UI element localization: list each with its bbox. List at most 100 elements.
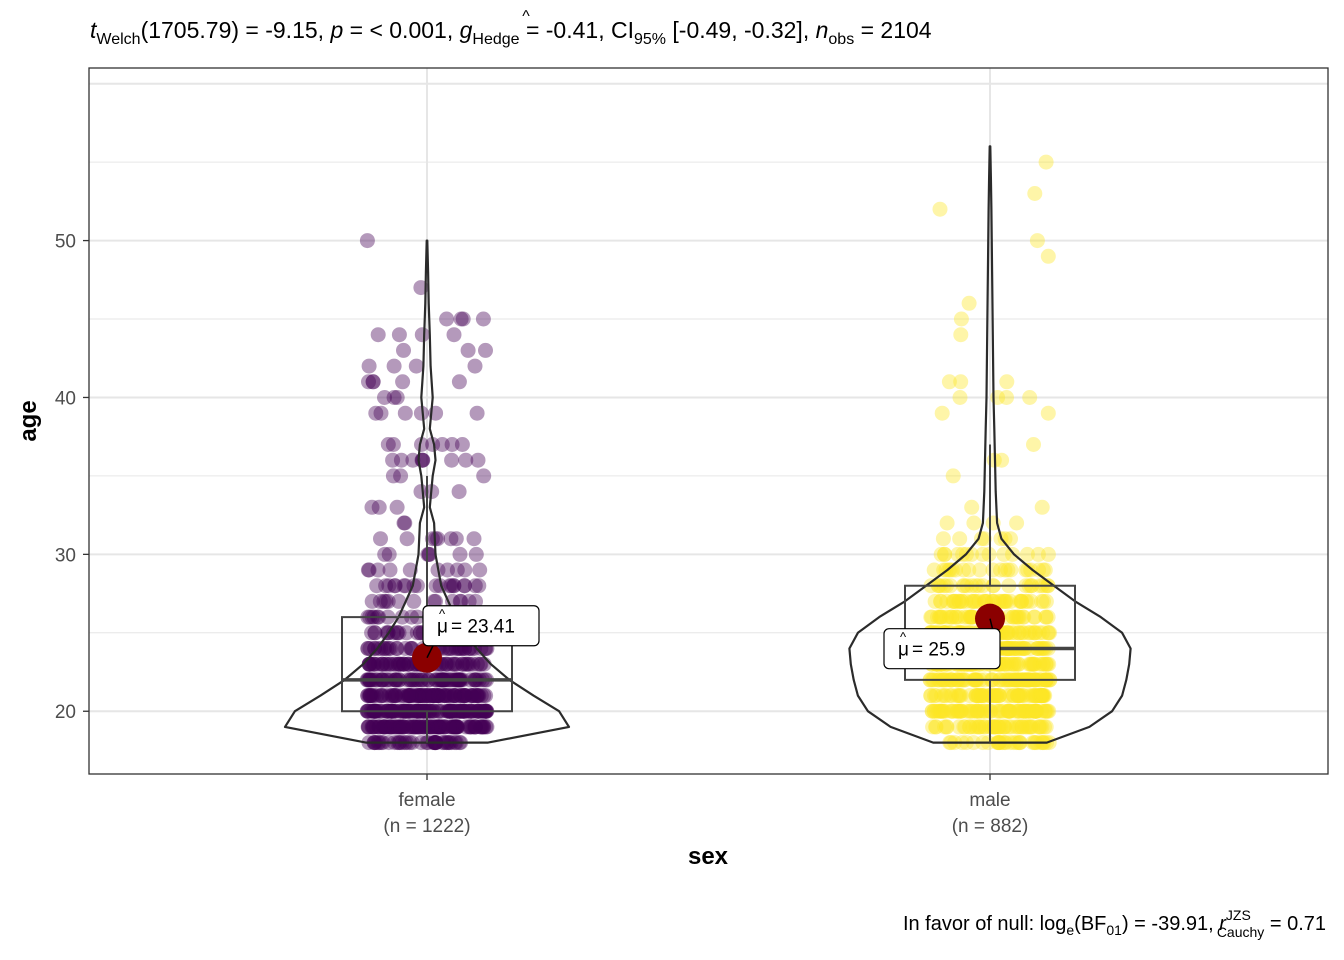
data-point <box>363 656 379 672</box>
data-point <box>443 578 459 594</box>
data-point <box>377 390 392 405</box>
data-point <box>389 719 405 735</box>
data-point <box>1035 562 1051 578</box>
data-point <box>927 703 942 719</box>
data-point <box>974 688 990 704</box>
data-point <box>425 688 441 704</box>
data-point <box>444 437 460 452</box>
data-point <box>1040 609 1056 625</box>
data-point <box>945 593 961 609</box>
data-point <box>933 703 949 719</box>
data-point <box>1009 515 1025 531</box>
data-point <box>380 593 396 609</box>
data-point <box>361 374 376 390</box>
data-point <box>373 405 389 421</box>
data-point <box>1027 703 1043 719</box>
data-point <box>1040 625 1056 641</box>
data-point <box>408 719 423 735</box>
data-point <box>361 688 377 704</box>
data-point <box>442 578 458 594</box>
data-point <box>1028 703 1044 719</box>
data-point <box>468 546 484 562</box>
data-point <box>944 609 960 625</box>
data-point <box>971 719 987 735</box>
data-point <box>446 578 462 594</box>
data-point <box>364 593 380 609</box>
data-point <box>932 201 948 217</box>
data-point <box>447 656 463 672</box>
data-point <box>387 688 403 704</box>
data-point <box>1010 719 1026 735</box>
data-point <box>473 656 489 672</box>
subtitle-t-symbol: t <box>90 17 98 43</box>
data-point <box>965 593 981 609</box>
data-point <box>1018 593 1034 609</box>
data-point <box>422 688 438 704</box>
caption-r-sub: Cauchy <box>1217 924 1264 940</box>
data-point <box>963 609 979 625</box>
data-point <box>383 719 399 735</box>
data-point <box>996 719 1012 735</box>
data-point <box>405 452 421 468</box>
data-point <box>1016 609 1032 625</box>
data-point <box>462 656 478 672</box>
data-point <box>999 390 1014 405</box>
data-point <box>478 342 493 358</box>
data-point <box>400 719 416 735</box>
data-point <box>365 374 381 390</box>
data-point <box>991 703 1007 719</box>
data-point <box>456 578 472 594</box>
data-point <box>1027 609 1043 625</box>
caption-r-sup: JZS <box>1226 907 1251 923</box>
data-point <box>395 656 411 672</box>
data-point <box>1035 688 1051 704</box>
data-point <box>368 719 384 735</box>
data-point <box>1021 703 1036 719</box>
data-point <box>948 688 964 704</box>
data-point <box>382 719 398 735</box>
data-point <box>976 719 992 735</box>
y-axis: 20 30 40 50 <box>55 232 89 723</box>
data-point <box>996 719 1012 735</box>
data-point <box>471 688 487 704</box>
data-point <box>382 719 397 735</box>
data-point <box>465 656 481 672</box>
data-point <box>418 688 434 704</box>
data-point <box>948 609 964 625</box>
data-point <box>375 719 391 735</box>
data-point <box>387 719 402 735</box>
data-point <box>962 609 978 625</box>
data-point <box>947 593 962 609</box>
data-point <box>1000 703 1016 719</box>
data-point <box>389 390 405 405</box>
data-point <box>973 688 989 704</box>
data-point <box>391 593 407 609</box>
data-point <box>951 719 967 735</box>
data-point <box>962 609 978 625</box>
data-point <box>397 641 413 656</box>
data-point <box>952 531 968 547</box>
data-point <box>452 546 468 562</box>
data-point <box>434 437 450 452</box>
data-point <box>968 593 984 609</box>
data-point <box>377 688 392 704</box>
data-point <box>421 688 437 704</box>
data-point <box>446 656 462 672</box>
data-point <box>935 531 951 547</box>
data-point <box>1014 719 1030 735</box>
data-point <box>374 656 390 672</box>
data-point <box>389 625 405 641</box>
data-point <box>1037 562 1053 578</box>
data-point <box>987 719 1003 735</box>
data-point <box>393 452 409 468</box>
data-point <box>447 688 463 704</box>
data-point <box>951 688 967 704</box>
data-point <box>412 719 428 735</box>
data-point <box>1010 688 1026 704</box>
data-point <box>1032 656 1048 672</box>
data-point <box>952 390 968 405</box>
data-point <box>479 719 495 735</box>
data-point <box>396 578 412 594</box>
data-point <box>1027 656 1043 672</box>
data-point <box>446 327 462 343</box>
